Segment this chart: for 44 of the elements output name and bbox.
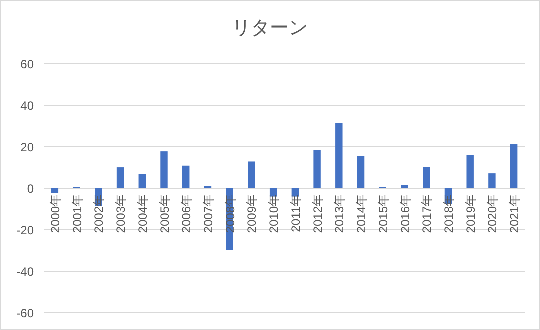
y-tick-label: -20 [16,224,34,238]
x-tick-label: 2001年 [70,194,84,234]
bar [510,144,518,188]
bar [182,166,190,188]
x-tick-label: 2012年 [310,194,325,234]
x-tick-label: 2020年 [486,194,500,234]
y-tick-label: 0 [27,182,34,196]
x-tick-label: 2011年 [288,194,303,232]
x-tick-label: 2008年 [223,194,238,234]
x-tick-label: 2014年 [354,194,369,234]
x-tick-label: 2003年 [114,194,128,234]
x-tick-label: 2017年 [420,194,434,234]
bar [51,188,59,194]
bar [314,150,321,188]
bar [116,168,124,188]
bar [248,162,256,188]
x-tick-label: 2000年 [48,194,62,234]
y-tick-label: -40 [16,265,34,279]
bar [488,174,496,188]
x-tick-label: 2013年 [332,194,347,234]
chart-title: リターン [232,18,308,39]
bar [423,167,430,188]
bar [401,185,408,188]
x-tick-label: 2019年 [464,194,478,234]
x-tick-label: 2009年 [245,194,260,234]
x-tick-label: 2016年 [398,194,412,234]
x-tick-label: 2002年 [92,194,106,234]
bar [160,152,168,188]
bar [138,174,146,188]
y-tick-label: 40 [20,99,34,113]
x-tick-label: 2006年 [180,194,194,234]
y-tick-label: 20 [20,140,34,154]
x-tick-label: 2010年 [267,194,282,234]
x-tick-label: 2021年 [508,194,522,234]
bar [336,123,343,188]
bar [466,155,474,188]
bar [357,156,365,188]
x-tick-label: 2004年 [136,194,150,234]
x-tick-label: 2007年 [201,194,216,234]
x-tick-label: 2015年 [376,194,390,234]
y-tick-label: -60 [16,306,34,320]
x-tick-label: 2005年 [158,194,172,234]
y-tick-label: 60 [20,58,34,72]
x-tick-label: 2018年 [442,194,456,234]
